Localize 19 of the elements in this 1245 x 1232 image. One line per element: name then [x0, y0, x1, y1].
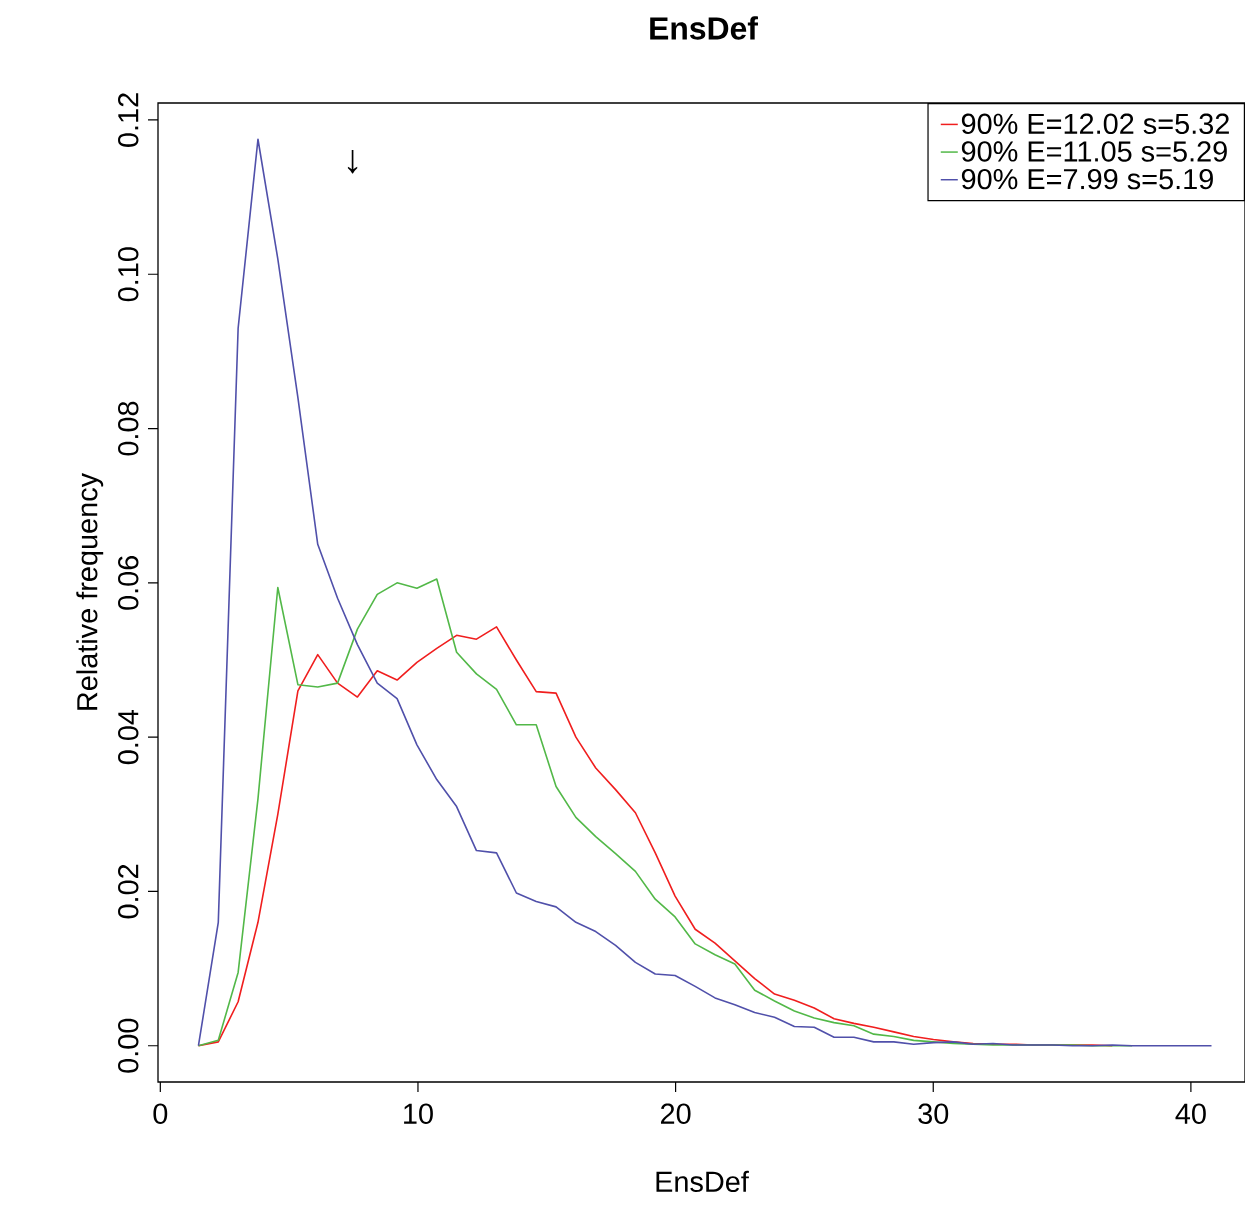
y-tick-label: 0.08 — [118, 401, 139, 456]
y-axis-title: Relative frequency — [76, 472, 104, 710]
x-tick-label: 20 — [660, 1103, 691, 1124]
x-tick-label: 40 — [1175, 1103, 1206, 1124]
y-tick-label: 0.04 — [118, 709, 139, 765]
y-tick-label: 0.12 — [118, 93, 139, 147]
x-tick-label: 0 — [153, 1103, 168, 1124]
chart-title: EnsDef — [650, 16, 758, 40]
y-tick-label: 0.02 — [118, 864, 139, 919]
legend-label: 90% E=12.02 s=5.32 — [961, 113, 1229, 135]
x-tick-label: 10 — [404, 1103, 433, 1124]
y-tick-label: 0.00 — [118, 1018, 139, 1073]
y-tick-label: 0.06 — [118, 556, 139, 610]
x-axis-title: EnsDef — [656, 1170, 749, 1193]
x-tick-label: 30 — [918, 1103, 949, 1124]
annotation: ↓ — [347, 149, 358, 174]
y-tick-label: 0.10 — [118, 247, 139, 302]
legend-label: 90% E=7.99 s=5.19 — [961, 168, 1213, 190]
legend-label: 90% E=11.05 s=5.29 — [961, 141, 1227, 162]
